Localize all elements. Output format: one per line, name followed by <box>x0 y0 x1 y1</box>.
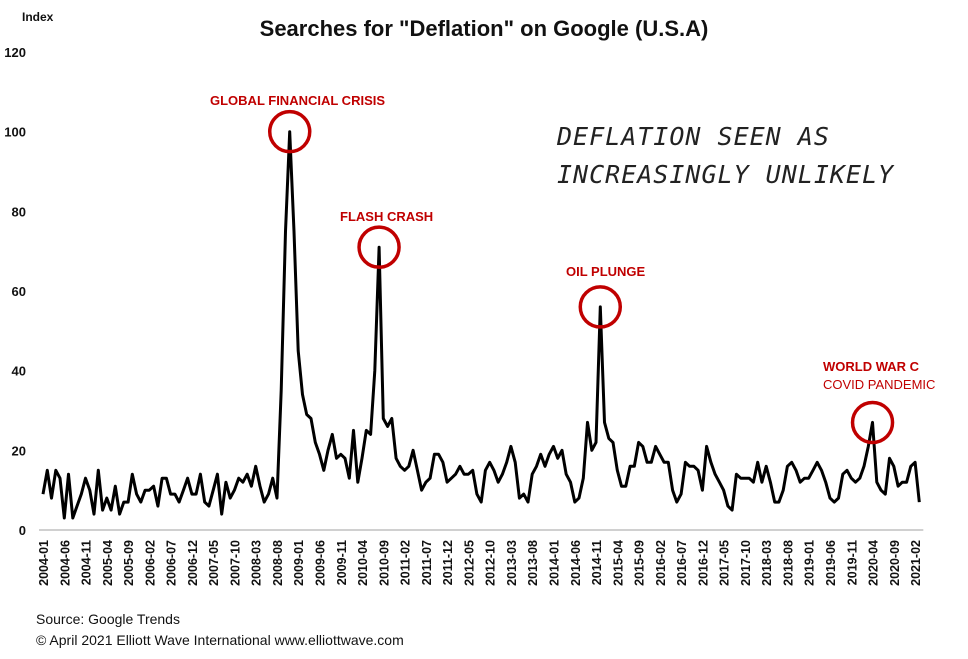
x-tick-label: 2009-06 <box>314 540 328 586</box>
x-tick-label: 2020-09 <box>888 540 902 586</box>
x-tick-label: 2017-05 <box>718 540 732 586</box>
x-tick-label: 2014-06 <box>569 540 583 586</box>
series-line <box>41 130 921 520</box>
x-tick-label: 2013-03 <box>505 540 519 586</box>
x-tick-label: 2012-05 <box>462 540 476 586</box>
y-tick-label: 0 <box>19 523 26 538</box>
x-tick-label: 2005-04 <box>101 540 115 586</box>
annotation-world-war-c: WORLD WAR C <box>823 359 920 374</box>
x-tick-label: 2014-11 <box>590 540 604 585</box>
x-tick-label: 2006-07 <box>165 540 179 586</box>
y-tick-label: 20 <box>12 443 26 458</box>
x-tick-label: 2007-05 <box>207 540 221 586</box>
x-tick-label: 2018-03 <box>760 540 774 586</box>
y-tick-label: 120 <box>4 45 26 60</box>
x-tick-label: 2011-07 <box>420 540 434 585</box>
x-tick-label: 2013-08 <box>526 540 540 586</box>
annotation-gfc: GLOBAL FINANCIAL CRISIS <box>210 93 386 108</box>
x-tick-label: 2016-07 <box>675 540 689 586</box>
x-tick-label: 2019-01 <box>803 540 817 586</box>
x-tick-label: 2006-12 <box>186 540 200 586</box>
copyright-text: © April 2021 Elliott Wave International … <box>36 632 404 648</box>
x-tick-label: 2015-09 <box>633 540 647 586</box>
x-tick-label: 2016-02 <box>654 540 668 586</box>
x-tick-label: 2008-03 <box>250 540 264 586</box>
y-axis-label: Index <box>22 10 54 24</box>
x-tick-label: 2018-08 <box>781 540 795 586</box>
y-tick-label: 60 <box>12 284 26 299</box>
x-tick-label: 2016-12 <box>696 540 710 586</box>
annotation-flash-crash: FLASH CRASH <box>340 209 434 224</box>
x-tick-label: 2007-10 <box>228 540 242 586</box>
highlight-circle <box>850 400 895 445</box>
x-tick-label: 2006-02 <box>143 540 157 586</box>
x-tick-label: 2015-04 <box>611 540 625 586</box>
x-tick-label: 2004-11 <box>80 540 94 585</box>
annotation-oil-plunge: OIL PLUNGE <box>566 264 646 279</box>
x-tick-label: 2020-04 <box>867 540 881 586</box>
highlight-circle <box>267 109 312 154</box>
x-tick-label: 2019-06 <box>824 540 838 586</box>
x-tick-label: 2011-12 <box>441 540 455 585</box>
x-tick-label: 2004-06 <box>58 540 72 586</box>
source-text: Source: Google Trends <box>36 611 180 627</box>
x-tick-label: 2004-01 <box>37 540 51 586</box>
note-line-1: DEFLATION SEEN AS <box>557 122 830 151</box>
x-tick-label: 2008-08 <box>271 540 285 586</box>
highlight-circle <box>357 225 401 269</box>
annotation-covid: COVID PANDEMIC <box>823 377 936 392</box>
x-tick-label: 2019-11 <box>845 540 859 585</box>
y-tick-label: 80 <box>12 204 26 219</box>
x-tick-label: 2005-09 <box>122 540 136 586</box>
x-tick-label: 2017-10 <box>739 540 753 586</box>
x-tick-label: 2009-11 <box>335 540 349 585</box>
chart-title: Searches for "Deflation" on Google (U.S.… <box>259 16 709 41</box>
highlight-circle <box>578 285 623 329</box>
y-tick-label: 40 <box>12 364 26 379</box>
x-tick-label: 2010-09 <box>377 540 391 586</box>
x-tick-label: 2011-02 <box>399 540 413 585</box>
note-line-2: INCREASINGLY UNLIKELY <box>557 160 895 189</box>
x-tick-label: 2010-04 <box>356 540 370 586</box>
x-tick-label: 2014-01 <box>547 540 561 586</box>
x-tick-label: 2021-02 <box>909 540 923 586</box>
y-tick-label: 100 <box>4 125 26 140</box>
x-tick-label: 2009-01 <box>292 540 306 586</box>
x-tick-label: 2012-10 <box>484 540 498 586</box>
